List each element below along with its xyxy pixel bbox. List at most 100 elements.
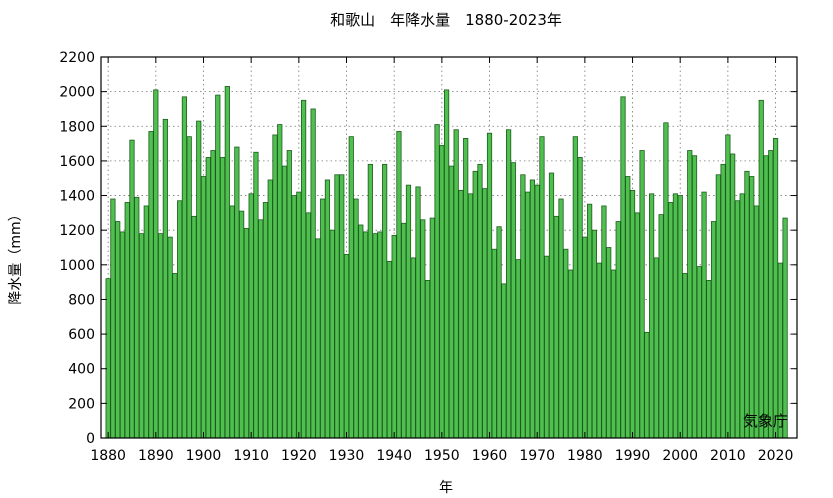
bar-2001 [682,273,688,439]
bar-1893 [167,236,173,439]
bar-1895 [177,200,183,439]
bar-1949 [434,124,440,439]
bar-1912 [258,219,264,439]
bar-1954 [458,189,464,439]
y-tick-label: 1600 [59,154,95,170]
bar-2010 [725,134,731,439]
bar-1894 [172,273,178,439]
bar-1911 [253,151,259,439]
bar-1928 [334,174,340,439]
bar-1886 [134,196,140,439]
bar-1952 [448,165,454,439]
x-tick-label: 2010 [710,448,746,464]
bar-1903 [215,94,221,439]
bar-1906 [229,205,235,439]
bar-1992 [639,150,645,439]
bar-1990 [629,189,636,439]
bar-1885 [129,139,135,439]
x-tick-label: 1930 [329,448,365,464]
bar-1955 [463,137,469,439]
bar-2015 [749,176,755,439]
y-tick-label: 1800 [59,119,95,135]
bar-1882 [115,221,121,439]
bar-1918 [286,150,292,439]
bar-1978 [572,136,578,439]
bar-2013 [739,193,745,439]
y-tick-label: 1000 [59,258,95,274]
bar-1951 [444,89,450,439]
bar-1914 [267,179,273,439]
bar-1896 [181,96,188,439]
x-tick-label: 1980 [567,448,603,464]
bar-1991 [634,212,640,439]
y-axis-ticks: 0 200 400 600 800 1000 1200 1400 1600 1800 2000 220… [59,50,797,447]
y-tick-label: 800 [68,292,95,308]
bar-1976 [563,248,569,439]
bar-1956 [467,193,474,439]
x-tick-label: 1920 [281,448,317,464]
bar-1915 [272,134,278,439]
bar-1999 [672,193,679,439]
y-tick-label: 2000 [59,85,95,101]
bar-1998 [668,202,674,439]
bar-1898 [191,215,197,439]
bar-1944 [410,257,416,439]
bar-1973 [548,172,555,439]
bar-1984 [601,205,607,439]
bar-1994 [649,193,655,439]
bar-2016 [753,205,760,439]
bar-1936 [372,233,378,439]
x-axis-ticks: 1880 1890 1900 1910 1920 1930 1940 1950 1960 1970… [90,57,793,464]
bar-1958 [477,163,483,439]
bar-1899 [196,120,202,439]
bar-2018 [763,155,769,439]
bar-1920 [296,191,302,439]
x-tick-label: 1890 [138,448,174,464]
bar-1982 [591,229,597,439]
bar-1902 [210,150,216,439]
x-tick-label: 2020 [758,448,794,464]
bar-1880 [105,278,111,439]
bar-2002 [687,150,693,439]
y-tick-label: 600 [68,327,95,343]
y-tick-label: 200 [68,396,95,412]
bar-1943 [405,184,412,439]
bar-1946 [420,219,426,439]
bar-1963 [501,283,507,439]
bar-2008 [715,174,721,439]
x-axis-label: 年 [439,480,453,496]
bar-1971 [539,136,545,439]
bar-1981 [587,203,593,439]
bar-1960 [486,132,493,439]
bar-1910 [248,193,254,439]
x-tick-label: 1940 [376,448,412,464]
bar-1957 [472,170,478,439]
bar-1975 [558,198,564,439]
x-tick-label: 1880 [90,448,126,464]
bar-1901 [205,157,211,439]
bar-1948 [429,217,435,439]
bar-1925 [320,198,326,439]
x-tick-label: 1990 [615,448,651,464]
bar-2006 [706,279,712,439]
bar-1969 [529,179,536,439]
bar-1995 [653,257,659,439]
bar-1967 [520,174,526,439]
bar-1940 [391,234,397,439]
bar-1933 [358,224,364,439]
y-axis-label: 降水量（mm） [8,207,24,304]
chart-title: 和歌山 年降水量 1880-2023年 [330,11,562,29]
bar-1985 [606,247,612,439]
bar-1996 [658,214,664,439]
bar-1939 [386,260,393,439]
bar-1909 [243,228,249,439]
bar-1964 [505,129,512,439]
source-label: 気象庁 [743,412,788,430]
bar-2022 [782,217,788,439]
y-tick-label: 2200 [59,50,95,66]
bar-1897 [186,136,192,439]
bar-1883 [119,231,126,439]
bar-1986 [610,269,617,439]
bar-1913 [262,202,269,439]
bar-1904 [219,157,226,439]
